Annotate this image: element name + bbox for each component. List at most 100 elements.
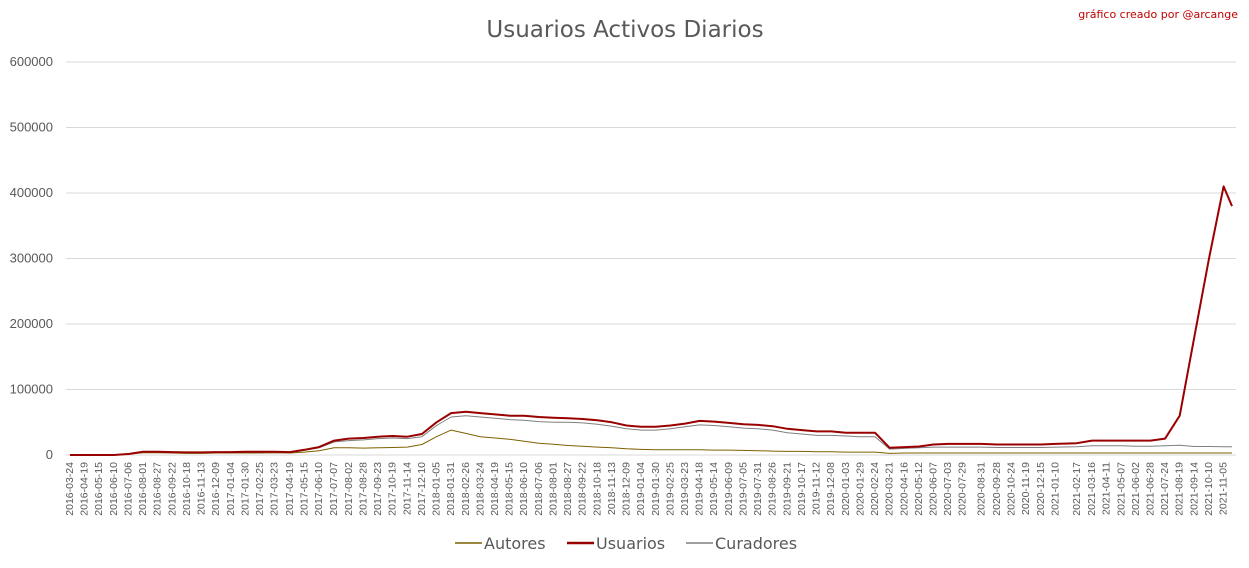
x-tick-label: 2020-06-07 [927, 462, 939, 516]
x-tick-label: 2020-02-24 [869, 462, 881, 516]
series-lines [70, 185, 1233, 456]
x-tick-label: 2016-05-15 [93, 462, 105, 516]
x-tick-label: 2020-09-28 [991, 462, 1003, 516]
x-tick-label: 2020-03-21 [884, 462, 896, 516]
x-tick-label: 2018-05-15 [504, 462, 516, 516]
series-line-autores [70, 429, 1232, 456]
x-tick-label: 2016-10-18 [181, 462, 193, 516]
x-tick-label: 2020-12-15 [1035, 462, 1047, 516]
x-tick-label: 2019-12-08 [825, 462, 837, 516]
x-tick-label: 2018-03-24 [474, 462, 486, 516]
x-tick-label: 2020-01-03 [840, 462, 852, 516]
x-tick-label: 2018-09-22 [577, 462, 589, 516]
x-tick-label: 2017-10-19 [387, 462, 399, 516]
series-line-curadores [70, 415, 1232, 456]
x-tick-label: 2019-01-30 [650, 462, 662, 516]
x-tick-label: 2017-01-04 [225, 462, 237, 516]
x-tick-label: 2019-08-26 [767, 462, 779, 516]
x-tick-label: 2021-02-17 [1071, 462, 1083, 516]
x-tick-label: 2016-08-27 [152, 462, 164, 516]
x-tick-label: 2016-08-01 [137, 462, 149, 516]
x-tick-label: 2017-12-10 [416, 462, 428, 516]
legend-label: Autores [484, 534, 546, 553]
x-tick-label: 2019-10-17 [796, 462, 808, 516]
x-tick-label: 2019-01-04 [635, 462, 647, 516]
x-tick-label: 2016-11-13 [196, 462, 208, 515]
x-tick-label: 2021-05-07 [1115, 462, 1127, 516]
x-tick-label: 2016-07-06 [122, 462, 134, 516]
y-axis-ticks: 0 100000 200000 300000 400000 500000 600000 [10, 54, 53, 462]
y-tick-label: 600000 [10, 54, 53, 69]
x-tick-label: 2021-07-24 [1159, 462, 1171, 516]
y-tick-label: 0 [46, 447, 53, 462]
x-tick-label: 2021-08-19 [1174, 462, 1186, 516]
x-tick-label: 2016-03-24 [64, 462, 76, 516]
chart-credit: gráfico creado por @arcange [1078, 8, 1238, 21]
legend-item-autores: Autores [455, 534, 546, 553]
x-tick-label: 2021-03-16 [1086, 462, 1098, 516]
x-tick-label: 2019-09-21 [781, 462, 793, 516]
x-tick-label: 2018-11-13 [606, 462, 618, 515]
x-tick-label: 2021-11-05 [1218, 462, 1230, 515]
x-tick-label: 2018-08-01 [547, 462, 559, 516]
legend: Autores Usuarios Curadores [455, 534, 797, 553]
x-tick-label: 2019-04-18 [694, 462, 706, 516]
x-tick-label: 2019-07-05 [737, 462, 749, 516]
x-tick-label: 2019-07-31 [752, 462, 764, 516]
x-tick-label: 2018-01-31 [445, 462, 457, 516]
x-tick-label: 2016-04-19 [79, 462, 91, 516]
x-tick-label: 2020-10-24 [1006, 462, 1018, 516]
x-tick-label: 2017-01-30 [239, 462, 251, 516]
x-tick-label: 2020-08-31 [975, 462, 987, 516]
gridlines [66, 61, 1236, 390]
x-tick-label: 2021-04-11 [1101, 462, 1113, 515]
x-tick-label: 2021-01-10 [1049, 462, 1061, 516]
x-tick-label: 2017-11-14 [401, 462, 413, 515]
chart-title: Usuarios Activos Diarios [486, 17, 763, 43]
legend-label: Curadores [715, 534, 797, 553]
x-tick-label: 2019-06-09 [723, 462, 735, 516]
x-tick-label: 2018-01-05 [431, 462, 443, 516]
x-tick-label: 2018-12-09 [621, 462, 633, 516]
x-tick-label: 2020-11-19 [1020, 462, 1032, 515]
x-tick-label: 2020-04-16 [898, 462, 910, 516]
y-tick-label: 500000 [10, 120, 53, 135]
x-tick-label: 2021-10-10 [1203, 462, 1215, 516]
x-tick-label: 2017-07-07 [328, 462, 340, 516]
x-tick-label: 2017-02-25 [254, 462, 266, 516]
x-tick-label: 2020-05-12 [913, 462, 925, 516]
legend-item-curadores: Curadores [686, 534, 797, 553]
x-tick-label: 2018-08-27 [562, 462, 574, 516]
x-tick-label: 2018-07-06 [533, 462, 545, 516]
x-tick-label: 2017-08-02 [343, 462, 355, 516]
x-tick-label: 2017-03-23 [269, 462, 281, 516]
x-tick-label: 2017-09-23 [372, 462, 384, 516]
x-tick-label: 2019-03-23 [679, 462, 691, 516]
y-tick-label: 100000 [10, 382, 53, 397]
x-tick-label: 2020-01-29 [854, 462, 866, 516]
x-tick-label: 2017-05-15 [298, 462, 310, 516]
x-tick-label: 2017-08-28 [357, 462, 369, 516]
x-tick-label: 2021-06-28 [1144, 462, 1156, 516]
x-tick-label: 2020-07-03 [942, 462, 954, 516]
x-tick-label: 2016-06-10 [108, 462, 120, 516]
x-tick-label: 2020-07-29 [957, 462, 969, 516]
series-line-usuarios [70, 185, 1233, 456]
legend-item-usuarios: Usuarios [567, 534, 665, 553]
x-tick-label: 2016-09-22 [166, 462, 178, 516]
x-tick-label: 2019-02-25 [664, 462, 676, 516]
x-axis-ticks: 2016-03-24 2016-04-19 2016-05-15 2016-06-10… [64, 462, 1230, 516]
x-tick-label: 2017-06-10 [313, 462, 325, 516]
x-tick-label: 2018-04-19 [489, 462, 501, 516]
x-tick-label: 2019-05-14 [708, 462, 720, 516]
y-tick-label: 400000 [10, 185, 53, 200]
x-tick-label: 2019-11-12 [811, 462, 823, 515]
y-tick-label: 200000 [10, 316, 53, 331]
x-tick-label: 2021-09-14 [1188, 462, 1200, 516]
legend-label: Usuarios [596, 534, 665, 553]
x-tick-label: 2018-02-26 [460, 462, 472, 516]
x-tick-label: 2021-06-02 [1130, 462, 1142, 516]
x-tick-label: 2018-06-10 [518, 462, 530, 516]
x-tick-label: 2016-12-09 [210, 462, 222, 516]
